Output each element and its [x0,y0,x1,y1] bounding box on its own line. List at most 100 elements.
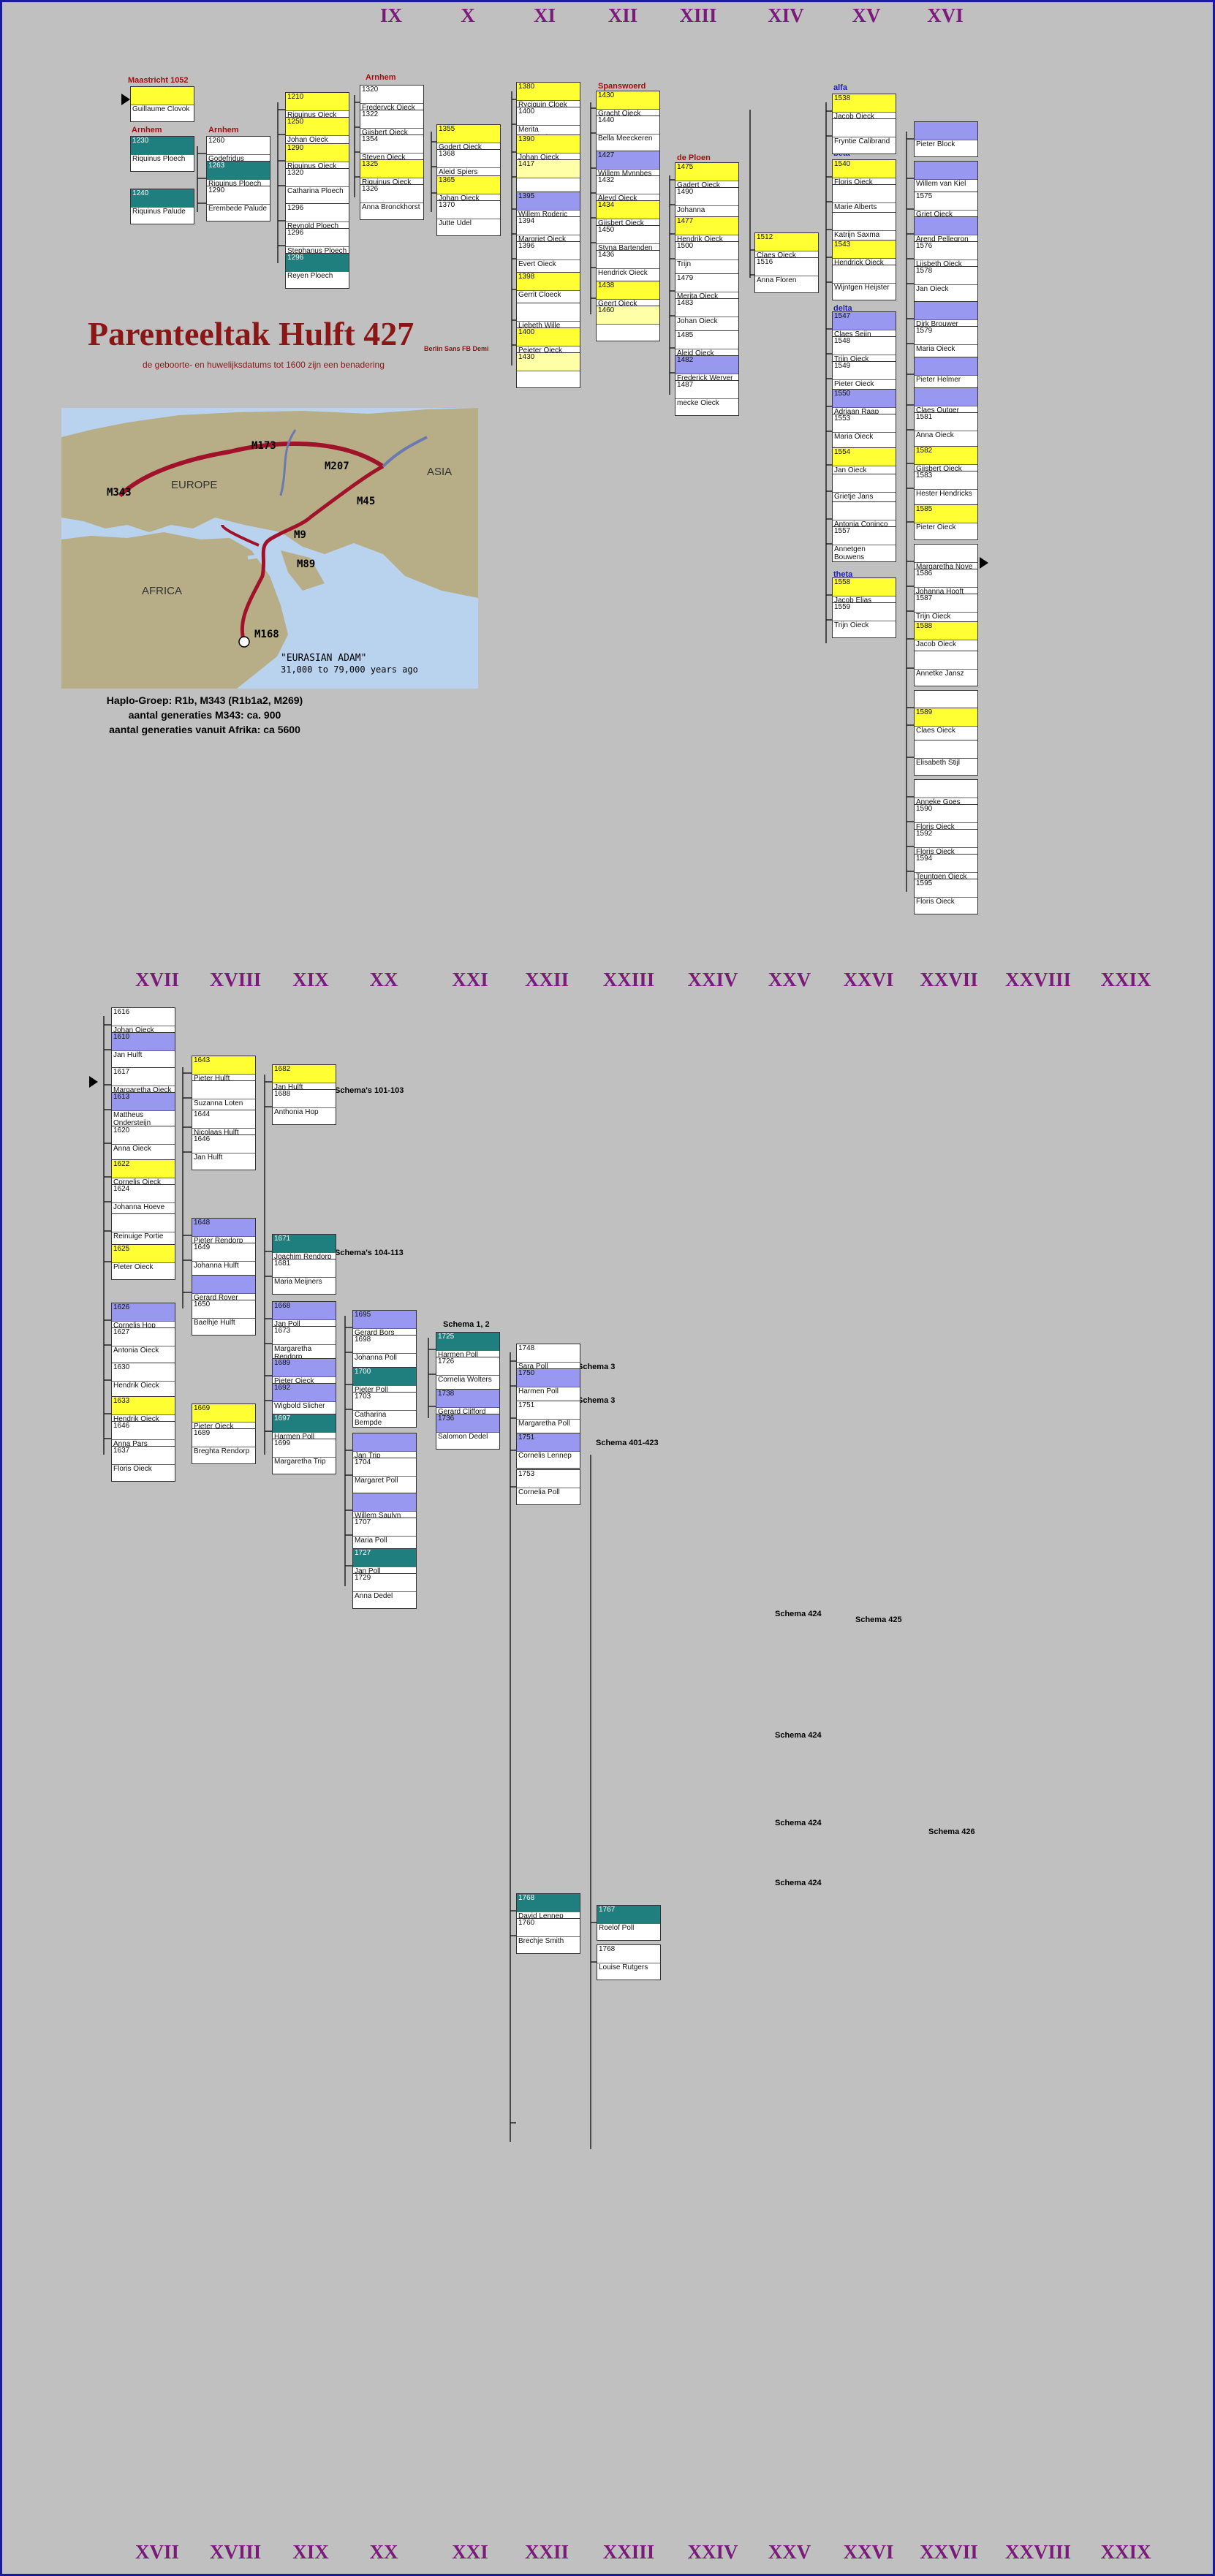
person-year: 1726 [436,1357,499,1375]
person-box[interactable]: 1326 Anna Bronckhorst [360,184,424,220]
generation-header-xxvii: XXVII [920,969,978,990]
person-box[interactable]: 1430 [516,352,580,388]
person-box[interactable]: Fryntie Calibrand [832,118,896,154]
person-box[interactable]: 1627 Antonia Oieck [111,1327,175,1363]
person-year: 1210 [286,93,349,110]
person-box[interactable]: 1688 Anthonia Hop [272,1089,336,1125]
schema-label: Schema 426 [928,1827,975,1836]
person-box[interactable]: 1751 Cornelis Lennep [516,1433,580,1469]
person-box[interactable]: Pieter Block [914,121,978,157]
person-year: 1671 [273,1235,336,1252]
schema-label: Schema 3 [578,1363,616,1371]
person-box[interactable]: 1729 Anna Dedel [352,1573,417,1609]
schema-label: Schema's 101-103 [335,1086,404,1095]
person-box[interactable]: 1630 Hendrik Oieck [111,1363,175,1398]
person-box[interactable]: 1417 [516,159,580,195]
person-box[interactable]: 1610 Jan Hulft [111,1032,175,1068]
person-box[interactable]: 1703 Catharina Bempde [352,1392,417,1428]
person-box[interactable]: 1736 Salomon Dedel [436,1414,500,1450]
person-box[interactable]: 1365 Johan Oieck [436,175,501,211]
person-name: Cornelia Poll [517,1488,580,1504]
person-year: 1548 [833,337,896,355]
place-label: theta [833,570,853,579]
person-box[interactable]: 1625 Pieter Oieck [111,1244,175,1280]
generation-footer-xxix: XXIX [1100,2541,1151,2563]
person-box[interactable]: 1553 Maria Oieck [832,414,896,450]
person-year: 1263 [207,162,270,179]
person-year: 1432 [597,176,659,194]
person-box[interactable]: 1681 Maria Meijners [272,1259,336,1295]
person-box[interactable]: 1637 Floris Oieck [111,1446,175,1482]
person-box[interactable]: Wijntgen Heijster [832,265,896,300]
person-box[interactable]: 1738 Gerard Clifford [436,1389,500,1425]
person-year: 1668 [273,1302,336,1319]
person-box[interactable]: 1516 Anna Floren [754,257,819,293]
person-box[interactable]: 1646 Jan Hulft [192,1134,256,1170]
person-name: Harmen Poll [517,1387,580,1403]
person-box[interactable]: 1487 mecke Oieck [675,380,739,416]
person-box[interactable]: 1751 Margaretha Poll [516,1401,580,1436]
person-year: 1396 [517,242,580,260]
person-box[interactable]: 1581 Anna Oieck [914,412,978,448]
person-box[interactable]: 1320 Catharina Ploech [285,168,349,204]
person-box[interactable]: 1649 Johanna Hulft [192,1243,256,1278]
person-name: Antonia Oieck [112,1346,175,1363]
person-box[interactable]: 1613 Mattheus Ondersteijn [111,1092,175,1128]
person-box[interactable]: 1726 Cornelia Wolters [436,1357,500,1393]
person-year: 1417 [517,160,580,178]
person-box[interactable]: 1768 Louise Rutgers [597,1944,661,1980]
person-box[interactable]: 1240 Riquinus Palude [130,189,194,224]
person-box[interactable]: 1557 Annetgen Bouwens [832,526,896,562]
map-adam-label: "EURASIAN ADAM" [281,653,366,664]
generation-header-xxviii: XXVIII [1004,969,1072,990]
person-box[interactable]: Guillaume Clovok [130,86,194,122]
person-box[interactable]: 1370 Jutte Udel [436,200,501,236]
schema-label: Schema 424 [775,1610,822,1618]
person-box[interactable]: 1767 Roelof Poll [597,1905,661,1941]
person-box[interactable]: 1589 Claes Oieck [914,708,978,743]
person-year: 1485 [675,331,738,349]
person-box[interactable]: 1725 Harmen Poll [436,1332,500,1368]
person-box[interactable]: 1290 Erembede Palude [206,186,270,221]
person-box[interactable]: 1230 Riquinus Ploech [130,136,194,172]
person-box[interactable]: 1753 Cornelia Poll [516,1469,580,1505]
person-box[interactable]: Elisabeth Stijl [914,740,978,776]
schema-label: Schema 1, 2 [443,1320,490,1329]
person-box[interactable]: 1585 Pieter Oieck [914,504,978,540]
person-box[interactable]: 1704 Margaret Poll [352,1458,417,1493]
person-box[interactable]: Annetke Jansz [914,651,978,686]
person-box[interactable]: 1460 [596,306,660,341]
person-box[interactable]: 1500 Trijn [675,241,739,277]
person-box[interactable]: 1620 Anna Oieck [111,1126,175,1162]
person-name: Jan Hulft [112,1050,175,1067]
person-year: 1620 [112,1126,175,1144]
person-year: 1559 [833,603,896,621]
route-m207 [382,436,428,468]
person-box[interactable]: 1296 Reyen Ploech [285,253,349,289]
person-box[interactable]: 1673 Margaretha Rendorp [272,1326,336,1362]
person-box[interactable]: 1595 Floris Oieck [914,879,978,914]
person-year: 1644 [192,1110,255,1128]
person-year [915,740,977,758]
person-year: 1673 [273,1327,336,1344]
person-box[interactable]: 1588 Jacob Oieck [914,621,978,657]
person-year: 1729 [353,1574,416,1591]
person-year: 1738 [436,1390,499,1407]
person-name: Annetgen Bouwens [833,545,896,561]
person-box[interactable]: 1583 Hester Hendricks [914,471,978,507]
person-box[interactable]: 1698 Johanna Poll [352,1335,417,1371]
person-box[interactable]: 1578 Jan Oieck [914,266,978,302]
person-box[interactable]: 1440 Bella Meeckeren [596,115,660,151]
person-box[interactable]: 1760 Brechje Smith [516,1918,580,1954]
person-year: 1430 [517,353,580,371]
person-year [915,545,977,562]
generation-header-xxi: XXI [452,969,488,990]
person-box[interactable]: 1624 Johanna Hoeve [111,1184,175,1220]
person-box[interactable]: 1750 Harmen Poll [516,1368,580,1404]
person-box[interactable]: 1699 Margaretha Trip [272,1439,336,1474]
person-box[interactable]: 1559 Trijn Oieck [832,602,896,638]
person-box[interactable]: 1650 Baelhje Hulft [192,1300,256,1336]
person-year: 1538 [833,94,896,112]
person-box[interactable]: 1483 Johan Oieck [675,298,739,334]
